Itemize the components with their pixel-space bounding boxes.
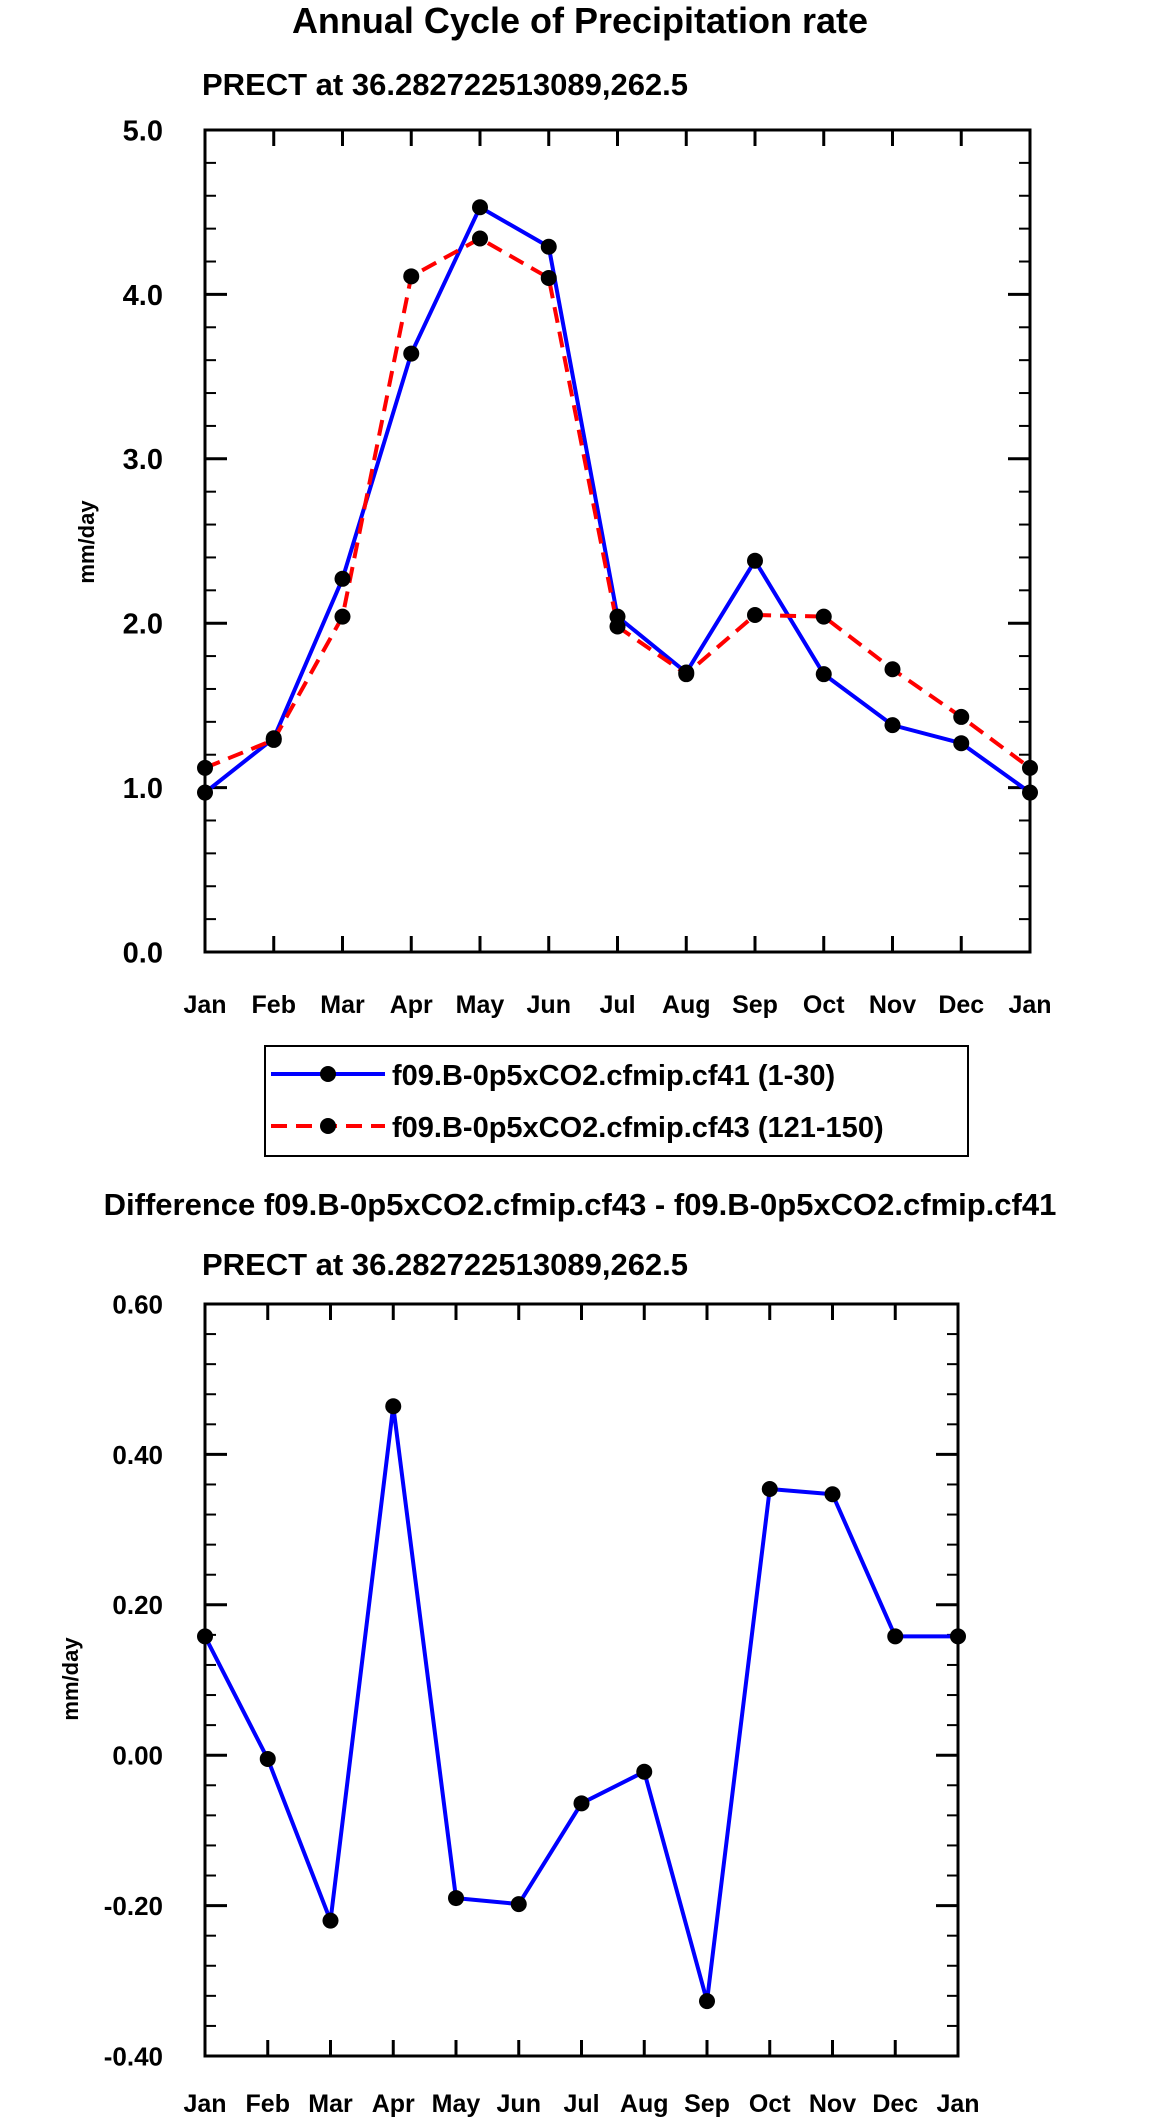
- legend-series2-label: f09.B-0p5xCO2.cfmip.cf43 (121-150): [392, 1112, 884, 1144]
- x-tick-label: Jan: [183, 2090, 226, 2118]
- x-tick-label: Jun: [527, 991, 571, 1019]
- chart1-series: [197, 199, 1038, 801]
- series-2-point: [609, 618, 626, 635]
- series-1-point: [761, 1480, 778, 1497]
- series-1-point: [573, 1795, 590, 1812]
- legend-series2-marker: [320, 1118, 336, 1134]
- x-tick-label: Dec: [938, 991, 984, 1019]
- x-tick-label: Jan: [183, 991, 226, 1019]
- x-tick-label: Sep: [684, 2090, 730, 2118]
- series-2-point: [884, 661, 901, 678]
- y-tick-label: 1.0: [123, 773, 163, 805]
- x-tick-label: Feb: [252, 991, 296, 1019]
- series-1-point: [334, 570, 351, 587]
- y-tick-label: 2.0: [123, 609, 163, 641]
- series-2-point: [540, 269, 557, 286]
- x-tick-label: Apr: [390, 991, 433, 1019]
- x-tick-label: Nov: [869, 991, 916, 1019]
- chart1-frame: [203, 128, 1032, 954]
- x-tick-label: May: [456, 991, 505, 1019]
- precip-annual-cycle-chart: PRECT at 36.282722513089,262.5 mm/day Ja…: [74, 67, 1052, 1019]
- series-1-point: [510, 1896, 527, 1913]
- y-tick-label: 5.0: [123, 115, 163, 147]
- x-tick-label: Oct: [749, 2090, 791, 2118]
- chart2-ylabel: mm/day: [58, 1637, 83, 1721]
- series-line-1: [203, 205, 1032, 795]
- precip-difference-chart: Difference f09.B-0p5xCO2.cfmip.cf43 - f0…: [58, 1187, 1056, 2118]
- chart2-ticks: [203, 1302, 960, 2058]
- chart2-tick-labels: Jan Feb Mar Apr May Jun Jul Aug Sep Oct Nov Dec Jan-…: [104, 1289, 980, 2118]
- x-tick-label: Jan: [936, 2090, 979, 2118]
- series-line-1: [203, 1404, 958, 2004]
- y-tick-label: 0.40: [112, 1440, 163, 1470]
- x-tick-label: Aug: [620, 2090, 669, 2118]
- chart2-frame: [203, 1302, 960, 2058]
- series-1-point: [259, 1750, 276, 1767]
- x-tick-label: Aug: [662, 991, 711, 1019]
- x-tick-label: Mar: [308, 2090, 353, 2118]
- series-2-point: [403, 268, 420, 285]
- legend-box: [264, 1045, 969, 1157]
- series-1-point: [385, 1398, 402, 1415]
- x-tick-label: May: [432, 2090, 481, 2118]
- series-2-point: [265, 731, 282, 748]
- y-tick-label: 0.00: [112, 1741, 163, 1771]
- series-1-point: [884, 717, 901, 734]
- series-1-point: [540, 238, 557, 255]
- x-tick-label: Jul: [563, 2090, 599, 2118]
- series-2-point: [334, 608, 351, 625]
- series-1-point: [448, 1890, 464, 1907]
- x-tick-label: Feb: [246, 2090, 290, 2118]
- y-tick-label: -0.40: [104, 2041, 163, 2071]
- series-1-point: [887, 1628, 904, 1645]
- chart1-ylabel: mm/day: [74, 500, 99, 584]
- chart2-subtitle: PRECT at 36.282722513089,262.5: [202, 1247, 688, 1282]
- series-1-point: [699, 1993, 715, 2010]
- x-tick-label: Jun: [497, 2090, 541, 2118]
- series-1-point: [747, 552, 763, 569]
- x-tick-label: Jul: [599, 991, 635, 1019]
- series-1-point: [815, 666, 832, 683]
- x-tick-label: Sep: [732, 991, 778, 1019]
- series-1-point: [472, 199, 488, 216]
- series-line-2: [204, 236, 1032, 770]
- series-1-point: [636, 1763, 653, 1780]
- main-title: Annual Cycle of Precipitation rate: [292, 0, 868, 41]
- y-tick-label: 0.20: [112, 1590, 163, 1620]
- x-tick-label: Nov: [809, 2090, 856, 2118]
- chart1-ticks: [203, 128, 1032, 954]
- y-tick-label: 0.0: [123, 937, 163, 969]
- x-tick-label: Dec: [872, 2090, 918, 2118]
- y-tick-label: 3.0: [123, 444, 163, 476]
- chart2-series: [197, 1398, 966, 2010]
- legend-series1-label: f09.B-0p5xCO2.cfmip.cf41 (1-30): [392, 1060, 835, 1092]
- series-2-point: [747, 606, 763, 623]
- series-2-point: [678, 666, 695, 683]
- x-tick-label: Oct: [803, 991, 845, 1019]
- series-1-point: [824, 1486, 841, 1503]
- chart2-title: Difference f09.B-0p5xCO2.cfmip.cf43 - f0…: [104, 1187, 1057, 1222]
- x-tick-label: Apr: [372, 2090, 415, 2118]
- x-tick-label: Mar: [320, 991, 365, 1019]
- series-2-point: [953, 708, 970, 725]
- series-1-point: [403, 345, 420, 362]
- series-2-point: [815, 608, 832, 625]
- chart1-subtitle: PRECT at 36.282722513089,262.5: [202, 67, 688, 102]
- series-1-point: [322, 1912, 339, 1929]
- y-tick-label: 4.0: [123, 280, 163, 312]
- series-1-point: [953, 735, 970, 752]
- y-tick-label: 0.60: [112, 1289, 163, 1319]
- legend: f09.B-0p5xCO2.cfmip.cf41 (1-30) f09.B-0p…: [264, 1045, 969, 1157]
- legend-series1-marker: [320, 1066, 336, 1082]
- chart1-tick-labels: Jan Feb Mar Apr May Jun Jul Aug Sep Oct Nov Dec Jan 0…: [123, 115, 1052, 1019]
- y-tick-label: -0.20: [104, 1891, 163, 1921]
- x-tick-label: Jan: [1008, 991, 1051, 1019]
- series-2-point: [472, 230, 488, 247]
